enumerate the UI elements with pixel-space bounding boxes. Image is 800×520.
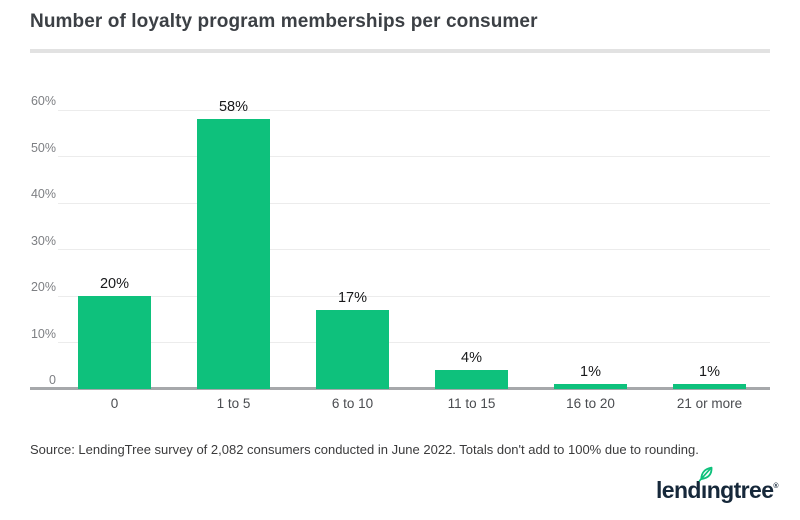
bar-11 to 15 (435, 370, 508, 389)
registered-mark: ® (773, 483, 778, 490)
logo-dotless-i: ı (700, 477, 707, 503)
gridline-60 (58, 109, 770, 111)
logo-text-part2: ngtree (706, 477, 774, 503)
bar-value-label: 1% (580, 364, 601, 381)
y-axis-tick-label: 40% (30, 187, 56, 201)
gridline-50 (58, 156, 770, 157)
x-axis-category-label: 11 to 15 (447, 396, 496, 411)
bar-21 or more (673, 384, 746, 389)
gridline-30 (58, 249, 770, 250)
bar-value-label: 17% (337, 289, 368, 306)
gridline-20 (58, 295, 770, 297)
bar-1 to 5 (197, 119, 270, 389)
logo-letter-i: ı (698, 466, 713, 503)
bar-0 (78, 296, 151, 389)
x-axis-category-label: 16 to 20 (566, 396, 615, 411)
lendingtree-logo: lend ıngtree® (656, 466, 779, 507)
bar-value-label: 58% (218, 99, 249, 116)
bar-value-label: 4% (461, 350, 482, 367)
chart-title: Number of loyalty program memberships pe… (30, 11, 538, 32)
source-note: Source: LendingTree survey of 2,082 cons… (30, 442, 699, 457)
y-axis-tick-label: 0 (49, 373, 56, 387)
bar-value-label: 20% (99, 276, 130, 292)
x-axis-category-label: 1 to 5 (216, 396, 251, 411)
leaf-icon (698, 466, 713, 482)
logo-text-part1: lend (656, 477, 701, 503)
x-axis-line (30, 387, 770, 390)
x-axis-category-label: 6 to 10 (331, 396, 374, 411)
y-axis-tick-label: 30% (30, 233, 56, 248)
gridline-40 (58, 202, 770, 204)
y-axis-tick-label: 60% (30, 94, 56, 108)
y-axis-tick-label: 10% (30, 326, 56, 341)
y-axis-tick-label: 20% (30, 280, 56, 294)
gridline-10 (58, 342, 770, 343)
bar-value-label: 1% (699, 364, 720, 381)
x-axis-category-label: 21 or more (676, 396, 743, 411)
title-separator (30, 49, 770, 53)
y-axis-tick-label: 50% (30, 140, 56, 155)
bar-6 to 10 (316, 309, 389, 389)
x-axis-category-label: 0 (110, 396, 119, 411)
bar-16 to 20 (554, 384, 627, 389)
